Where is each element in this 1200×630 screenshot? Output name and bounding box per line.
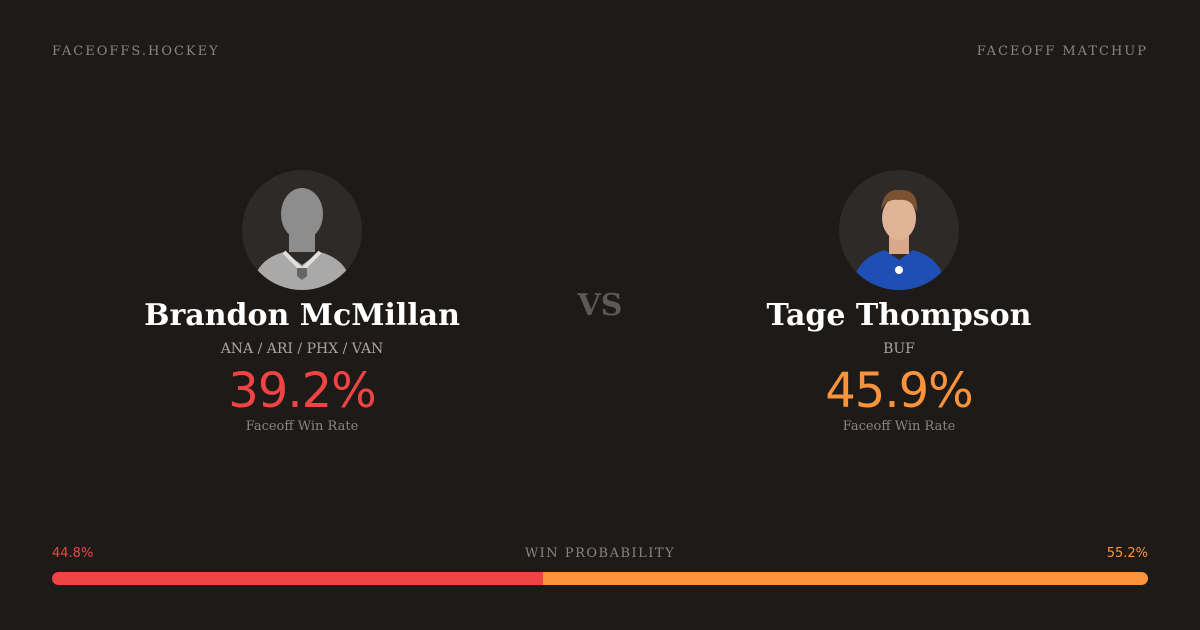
section-title: FACEOFF MATCHUP [976,44,1148,59]
silhouette [252,188,352,290]
photo [851,189,947,290]
brand: FACEOFFS.HOCKEY [52,44,220,59]
win-rate: 39.2% [228,363,376,419]
probability-bar [52,572,1148,585]
player-name: Brandon McMillan [144,298,460,333]
probability-title: WIN PROBABILITY [524,546,676,561]
avatar [839,170,959,290]
avatar [242,170,362,290]
left-probability: 44.8% [52,546,94,561]
right-probability: 55.2% [1106,546,1148,561]
win-rate-label: Faceoff Win Rate [842,419,956,434]
player-teams: ANA / ARI / PHX / VAN [220,341,384,357]
player-right: Tage Thompson BUF 45.9% Faceoff Win Rate [649,170,1149,434]
probability-segment [543,572,1148,585]
player-left: Brandon McMillan ANA / ARI / PHX / VAN 3… [52,170,552,434]
player-name: Tage Thompson [766,298,1032,333]
win-rate: 45.9% [825,363,973,419]
win-rate-label: Faceoff Win Rate [245,419,359,434]
versus: VS [577,288,623,323]
player-teams: BUF [883,341,915,357]
probability-segment [52,572,543,585]
